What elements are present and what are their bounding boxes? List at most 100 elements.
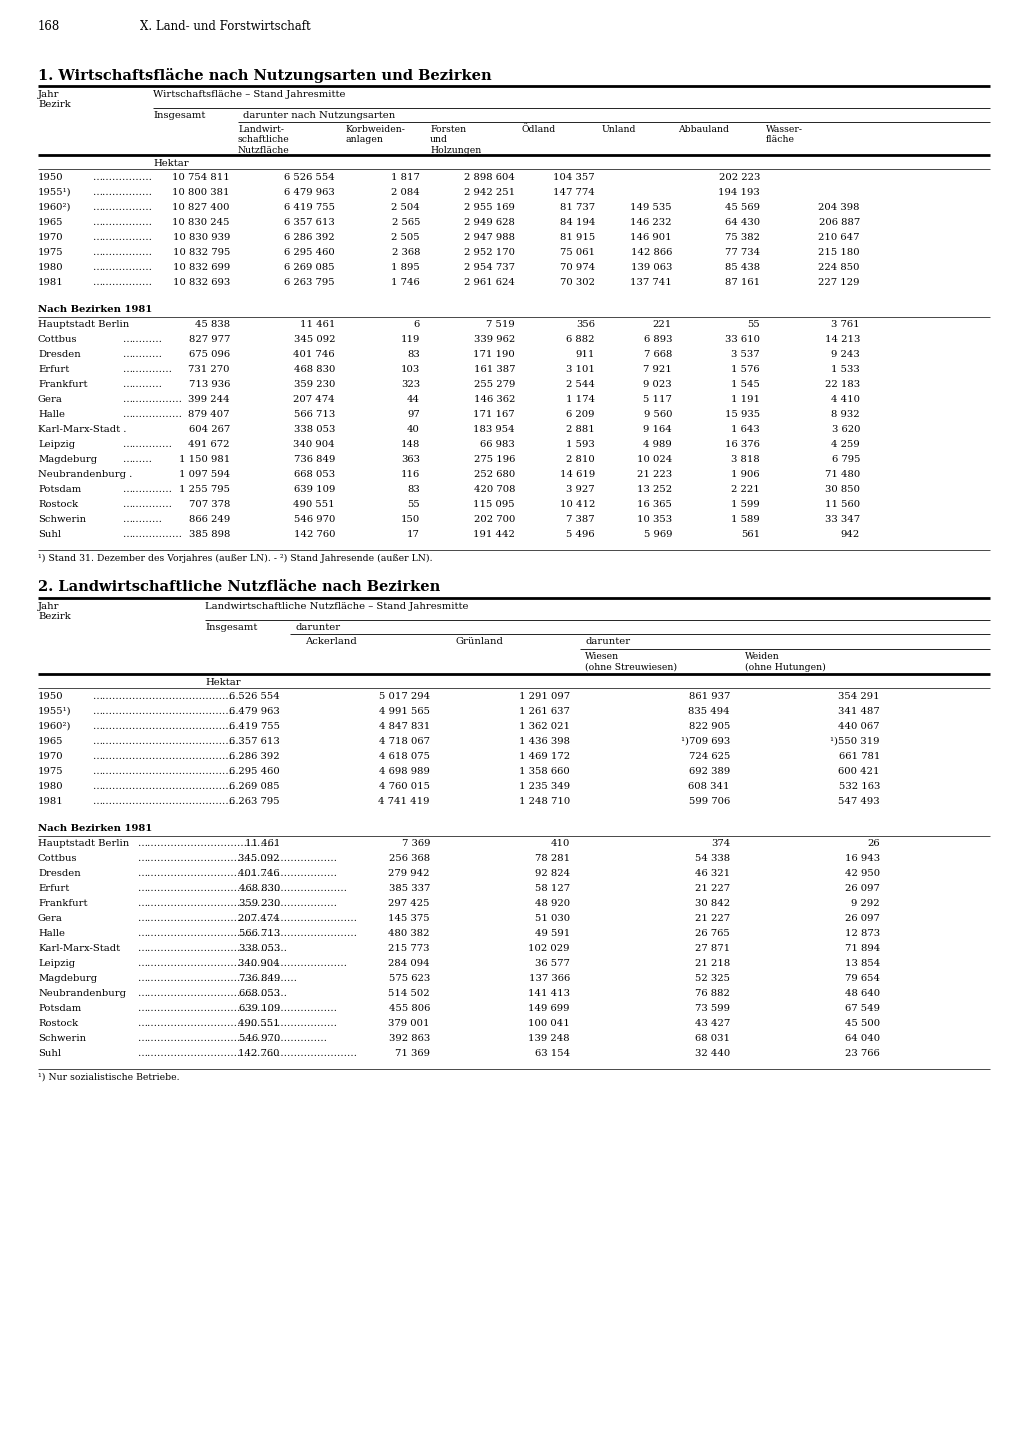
Text: 468 830: 468 830 — [294, 364, 335, 375]
Text: 4 698 989: 4 698 989 — [379, 766, 430, 777]
Text: 17: 17 — [408, 531, 420, 539]
Text: 599 706: 599 706 — [689, 797, 730, 805]
Text: 2 947 988: 2 947 988 — [464, 233, 515, 241]
Text: Neubrandenburg: Neubrandenburg — [38, 989, 126, 998]
Text: 5 117: 5 117 — [643, 395, 672, 403]
Text: 14 619: 14 619 — [560, 470, 595, 479]
Text: 3 537: 3 537 — [731, 350, 760, 359]
Text: Hauptstadt Berlin: Hauptstadt Berlin — [38, 320, 129, 330]
Text: 7 369: 7 369 — [401, 839, 430, 847]
Text: 468 830: 468 830 — [239, 884, 280, 894]
Text: 77 734: 77 734 — [725, 249, 760, 257]
Text: 4 991 565: 4 991 565 — [379, 707, 430, 716]
Text: …………………………………………: ………………………………………… — [138, 975, 298, 983]
Text: Hektar: Hektar — [205, 678, 241, 687]
Text: 168: 168 — [38, 20, 60, 33]
Text: 119: 119 — [400, 335, 420, 344]
Text: 183 954: 183 954 — [473, 425, 515, 434]
Text: 1 191: 1 191 — [731, 395, 760, 403]
Text: 115 095: 115 095 — [473, 500, 515, 509]
Text: ………………………………………: ……………………………………… — [93, 782, 243, 791]
Text: 6 263 795: 6 263 795 — [229, 797, 280, 805]
Text: 6 419 755: 6 419 755 — [284, 202, 335, 213]
Text: 6 295 460: 6 295 460 — [285, 249, 335, 257]
Text: 566 713: 566 713 — [239, 928, 280, 938]
Text: ¹)550 319: ¹)550 319 — [830, 737, 880, 746]
Text: 10 353: 10 353 — [637, 515, 672, 523]
Text: 736 849: 736 849 — [239, 975, 280, 983]
Text: 6 479 963: 6 479 963 — [229, 707, 280, 716]
Text: 345 092: 345 092 — [294, 335, 335, 344]
Text: 731 270: 731 270 — [188, 364, 230, 375]
Text: 879 407: 879 407 — [188, 411, 230, 419]
Text: 675 096: 675 096 — [188, 350, 230, 359]
Text: 64 430: 64 430 — [725, 218, 760, 227]
Text: 171 190: 171 190 — [473, 350, 515, 359]
Text: 48 920: 48 920 — [535, 899, 570, 908]
Text: 1 358 660: 1 358 660 — [519, 766, 570, 777]
Text: Grünland: Grünland — [455, 638, 503, 646]
Text: 1 589: 1 589 — [731, 515, 760, 523]
Text: …………………………………………………………: ………………………………………………………… — [138, 928, 358, 938]
Text: ………………………………………: ……………………………………… — [93, 766, 243, 777]
Text: 1 817: 1 817 — [391, 174, 420, 182]
Text: 724 625: 724 625 — [688, 752, 730, 761]
Text: 21 218: 21 218 — [694, 959, 730, 967]
Text: 207 474: 207 474 — [239, 914, 280, 923]
Text: 21 227: 21 227 — [695, 914, 730, 923]
Text: 26 097: 26 097 — [845, 914, 880, 923]
Text: 1 599: 1 599 — [731, 500, 760, 509]
Text: 44: 44 — [407, 395, 420, 403]
Text: 26 097: 26 097 — [845, 884, 880, 894]
Text: 861 937: 861 937 — [688, 693, 730, 701]
Text: 1970: 1970 — [38, 752, 63, 761]
Text: ………………: ……………… — [93, 188, 153, 197]
Text: 2 898 604: 2 898 604 — [464, 174, 515, 182]
Text: 608 341: 608 341 — [688, 782, 730, 791]
Text: ………………………………………………………: ……………………………………………………… — [138, 884, 348, 894]
Text: 78 281: 78 281 — [535, 855, 570, 863]
Text: 6 286 392: 6 286 392 — [229, 752, 280, 761]
Text: 4 718 067: 4 718 067 — [379, 737, 430, 746]
Text: 6 526 554: 6 526 554 — [285, 174, 335, 182]
Text: 4 410: 4 410 — [831, 395, 860, 403]
Text: 1955¹): 1955¹) — [38, 188, 72, 197]
Text: ………………………………………: ……………………………………… — [93, 797, 243, 805]
Text: 83: 83 — [408, 484, 420, 495]
Text: 23 766: 23 766 — [845, 1048, 880, 1058]
Text: 5 969: 5 969 — [643, 531, 672, 539]
Text: 10 830 939: 10 830 939 — [173, 233, 230, 241]
Text: Insgesamt: Insgesamt — [153, 111, 206, 120]
Text: 514 502: 514 502 — [388, 989, 430, 998]
Text: 480 382: 480 382 — [388, 928, 430, 938]
Text: 1 291 097: 1 291 097 — [519, 693, 570, 701]
Text: 1965: 1965 — [38, 218, 63, 227]
Text: ………………: ……………… — [93, 263, 153, 272]
Text: 149 535: 149 535 — [631, 202, 672, 213]
Text: 2 544: 2 544 — [566, 380, 595, 389]
Text: 150: 150 — [400, 515, 420, 523]
Text: 8 932: 8 932 — [831, 411, 860, 419]
Text: 255 279: 255 279 — [474, 380, 515, 389]
Text: 1950: 1950 — [38, 693, 63, 701]
Text: 2 955 169: 2 955 169 — [464, 202, 515, 213]
Text: 341 487: 341 487 — [839, 707, 880, 716]
Text: Dresden: Dresden — [38, 350, 81, 359]
Text: 6 269 085: 6 269 085 — [229, 782, 280, 791]
Text: 1980: 1980 — [38, 782, 63, 791]
Text: 866 249: 866 249 — [188, 515, 230, 523]
Text: Karl-Marx-Stadt .: Karl-Marx-Stadt . — [38, 425, 126, 434]
Text: 256 368: 256 368 — [389, 855, 430, 863]
Text: 1981: 1981 — [38, 278, 63, 286]
Text: Jahr: Jahr — [38, 90, 59, 98]
Text: 1981: 1981 — [38, 797, 63, 805]
Text: 6 882: 6 882 — [566, 335, 595, 344]
Text: 3 927: 3 927 — [566, 484, 595, 495]
Text: 490 551: 490 551 — [293, 500, 335, 509]
Text: 338 053: 338 053 — [294, 425, 335, 434]
Text: 6 479 963: 6 479 963 — [285, 188, 335, 197]
Text: Weiden
(ohne Hutungen): Weiden (ohne Hutungen) — [745, 652, 826, 671]
Text: 46 321: 46 321 — [695, 869, 730, 878]
Text: 600 421: 600 421 — [839, 766, 880, 777]
Text: 736 849: 736 849 — [294, 455, 335, 464]
